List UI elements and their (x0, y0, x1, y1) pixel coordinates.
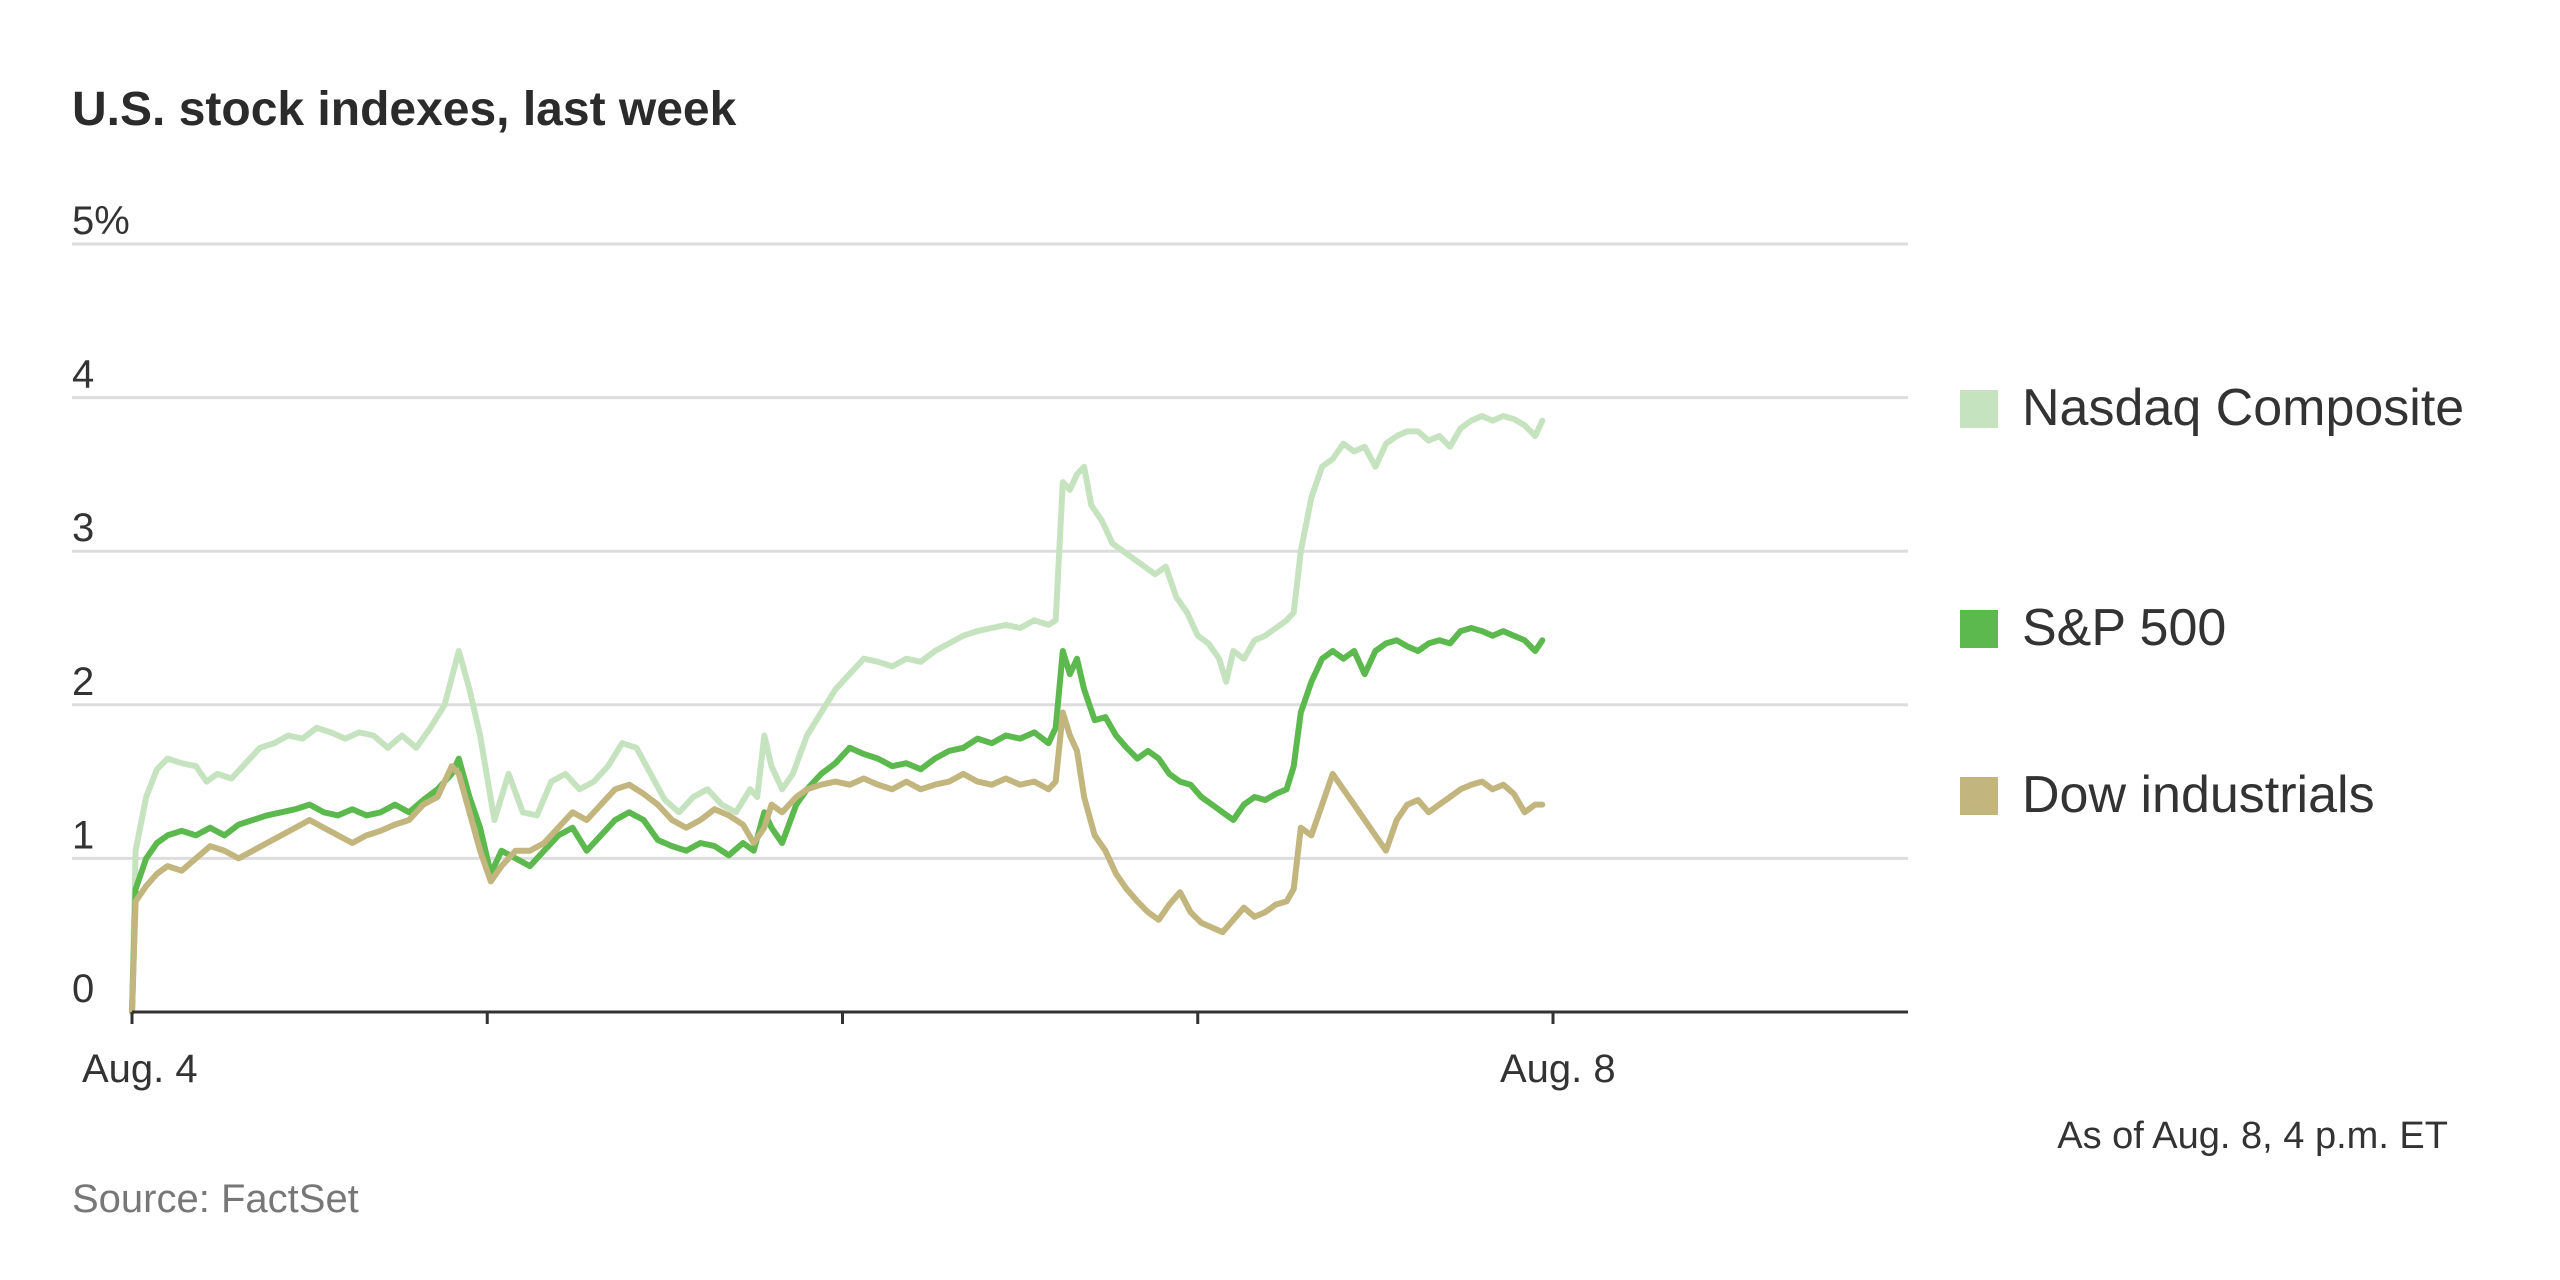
series-line-sp500 (129, 625, 1546, 1015)
series-line-nasdaq (129, 413, 1546, 1015)
as-of-note: As of Aug. 8, 4 p.m. ET (2057, 1115, 2448, 1157)
y-axis-tick-labels: 0 1 2 3 4 5% (72, 199, 130, 1011)
source-label: Source: FactSet (72, 1177, 359, 1221)
x-tick-label-aug8: Aug. 8 (1500, 1047, 1616, 1091)
chart-title: U.S. stock indexes, last week (72, 83, 737, 136)
y-tick-label-5: 5% (72, 199, 130, 243)
x-axis-ticks (130, 1012, 1555, 1024)
legend: Nasdaq Composite S&P 500 Dow industrials (1960, 379, 2464, 824)
legend-label-nasdaq: Nasdaq Composite (2022, 379, 2464, 437)
y-tick-label-2: 2 (72, 660, 94, 704)
legend-swatch-sp500 (1960, 610, 1998, 648)
gridlines (72, 242, 1908, 860)
legend-label-sp500: S&P 500 (2022, 599, 2226, 657)
x-tick-label-aug4: Aug. 4 (82, 1047, 198, 1091)
legend-swatch-dow (1960, 777, 1998, 815)
y-tick-label-0: 0 (72, 967, 94, 1011)
series-lines (129, 413, 1546, 1015)
legend-label-dow: Dow industrials (2022, 766, 2375, 824)
y-tick-label-1: 1 (72, 813, 94, 857)
series-line-dow (129, 709, 1546, 1015)
legend-swatch-nasdaq (1960, 390, 1998, 428)
y-tick-label-3: 3 (72, 506, 94, 550)
y-tick-label-4: 4 (72, 353, 94, 397)
